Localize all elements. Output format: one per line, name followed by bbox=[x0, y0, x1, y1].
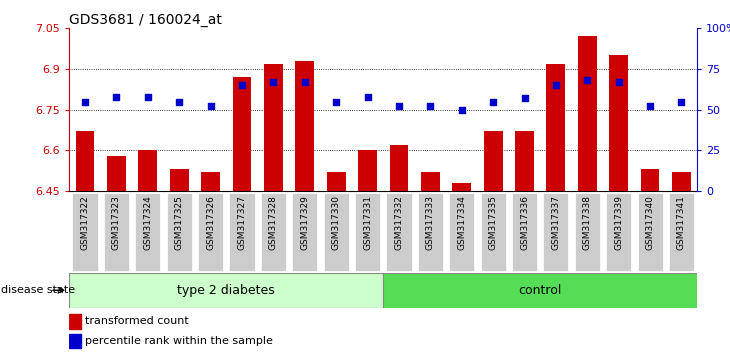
Text: GSM317326: GSM317326 bbox=[206, 195, 215, 250]
Text: GSM317336: GSM317336 bbox=[520, 195, 529, 250]
Point bbox=[173, 99, 185, 104]
Bar bbox=[606, 193, 631, 271]
Text: GSM317329: GSM317329 bbox=[300, 195, 310, 250]
Point bbox=[110, 94, 122, 99]
Point bbox=[142, 94, 153, 99]
Bar bbox=[327, 172, 345, 191]
Text: GSM317339: GSM317339 bbox=[614, 195, 623, 250]
Bar bbox=[135, 193, 161, 271]
Bar bbox=[383, 273, 697, 308]
Bar bbox=[610, 56, 628, 191]
Bar bbox=[358, 150, 377, 191]
Point bbox=[581, 78, 593, 83]
Text: GSM317327: GSM317327 bbox=[237, 195, 247, 250]
Text: transformed count: transformed count bbox=[85, 316, 189, 326]
Bar bbox=[69, 334, 80, 348]
Point bbox=[425, 104, 437, 109]
Point bbox=[393, 104, 404, 109]
Text: control: control bbox=[518, 284, 562, 297]
Point bbox=[550, 82, 562, 88]
Bar bbox=[69, 314, 80, 329]
Bar bbox=[233, 77, 251, 191]
Text: GSM317334: GSM317334 bbox=[457, 195, 466, 250]
Bar bbox=[201, 172, 220, 191]
Point bbox=[612, 79, 624, 85]
Point bbox=[79, 99, 91, 104]
Point bbox=[456, 107, 468, 113]
Bar bbox=[72, 193, 98, 271]
Text: type 2 diabetes: type 2 diabetes bbox=[177, 284, 275, 297]
Bar bbox=[421, 172, 439, 191]
Text: GSM317323: GSM317323 bbox=[112, 195, 121, 250]
Point bbox=[488, 99, 499, 104]
Bar bbox=[453, 183, 471, 191]
Text: disease state: disease state bbox=[1, 285, 75, 295]
Bar bbox=[515, 131, 534, 191]
Point bbox=[204, 104, 216, 109]
Point bbox=[299, 79, 311, 85]
Text: GSM317333: GSM317333 bbox=[426, 195, 435, 250]
Bar bbox=[166, 193, 192, 271]
Bar bbox=[198, 193, 223, 271]
Bar bbox=[512, 193, 537, 271]
Point bbox=[267, 79, 279, 85]
Point bbox=[644, 104, 656, 109]
Bar bbox=[323, 193, 349, 271]
Bar bbox=[578, 36, 596, 191]
Bar bbox=[484, 131, 502, 191]
Text: GSM317322: GSM317322 bbox=[80, 195, 90, 250]
Text: GDS3681 / 160024_at: GDS3681 / 160024_at bbox=[69, 13, 222, 27]
Bar bbox=[296, 61, 314, 191]
Bar bbox=[390, 145, 408, 191]
Bar bbox=[672, 172, 691, 191]
Bar bbox=[641, 170, 659, 191]
Text: GSM317332: GSM317332 bbox=[394, 195, 404, 250]
Bar bbox=[292, 193, 318, 271]
Bar bbox=[229, 193, 255, 271]
Bar bbox=[107, 156, 126, 191]
Bar bbox=[449, 193, 474, 271]
Bar bbox=[261, 193, 286, 271]
Point bbox=[518, 96, 530, 101]
Text: GSM317328: GSM317328 bbox=[269, 195, 278, 250]
Text: GSM317338: GSM317338 bbox=[583, 195, 592, 250]
Bar bbox=[139, 150, 157, 191]
Bar bbox=[170, 170, 188, 191]
Point bbox=[236, 82, 247, 88]
Point bbox=[675, 99, 687, 104]
Text: GSM317331: GSM317331 bbox=[363, 195, 372, 250]
Point bbox=[361, 94, 373, 99]
Bar bbox=[76, 131, 94, 191]
Text: percentile rank within the sample: percentile rank within the sample bbox=[85, 336, 273, 346]
Bar bbox=[669, 193, 694, 271]
Bar bbox=[480, 193, 506, 271]
Text: GSM317324: GSM317324 bbox=[143, 195, 153, 250]
Text: GSM317325: GSM317325 bbox=[174, 195, 184, 250]
Text: GSM317340: GSM317340 bbox=[645, 195, 655, 250]
Bar bbox=[355, 193, 380, 271]
Bar bbox=[386, 193, 412, 271]
Bar bbox=[575, 193, 600, 271]
Point bbox=[330, 99, 342, 104]
Text: GSM317341: GSM317341 bbox=[677, 195, 686, 250]
Text: GSM317330: GSM317330 bbox=[331, 195, 341, 250]
Bar bbox=[547, 64, 565, 191]
Bar bbox=[104, 193, 129, 271]
Bar bbox=[69, 273, 383, 308]
Bar bbox=[637, 193, 663, 271]
Bar bbox=[543, 193, 569, 271]
Text: GSM317337: GSM317337 bbox=[551, 195, 561, 250]
Text: GSM317335: GSM317335 bbox=[488, 195, 498, 250]
Bar bbox=[264, 64, 283, 191]
Bar bbox=[418, 193, 443, 271]
